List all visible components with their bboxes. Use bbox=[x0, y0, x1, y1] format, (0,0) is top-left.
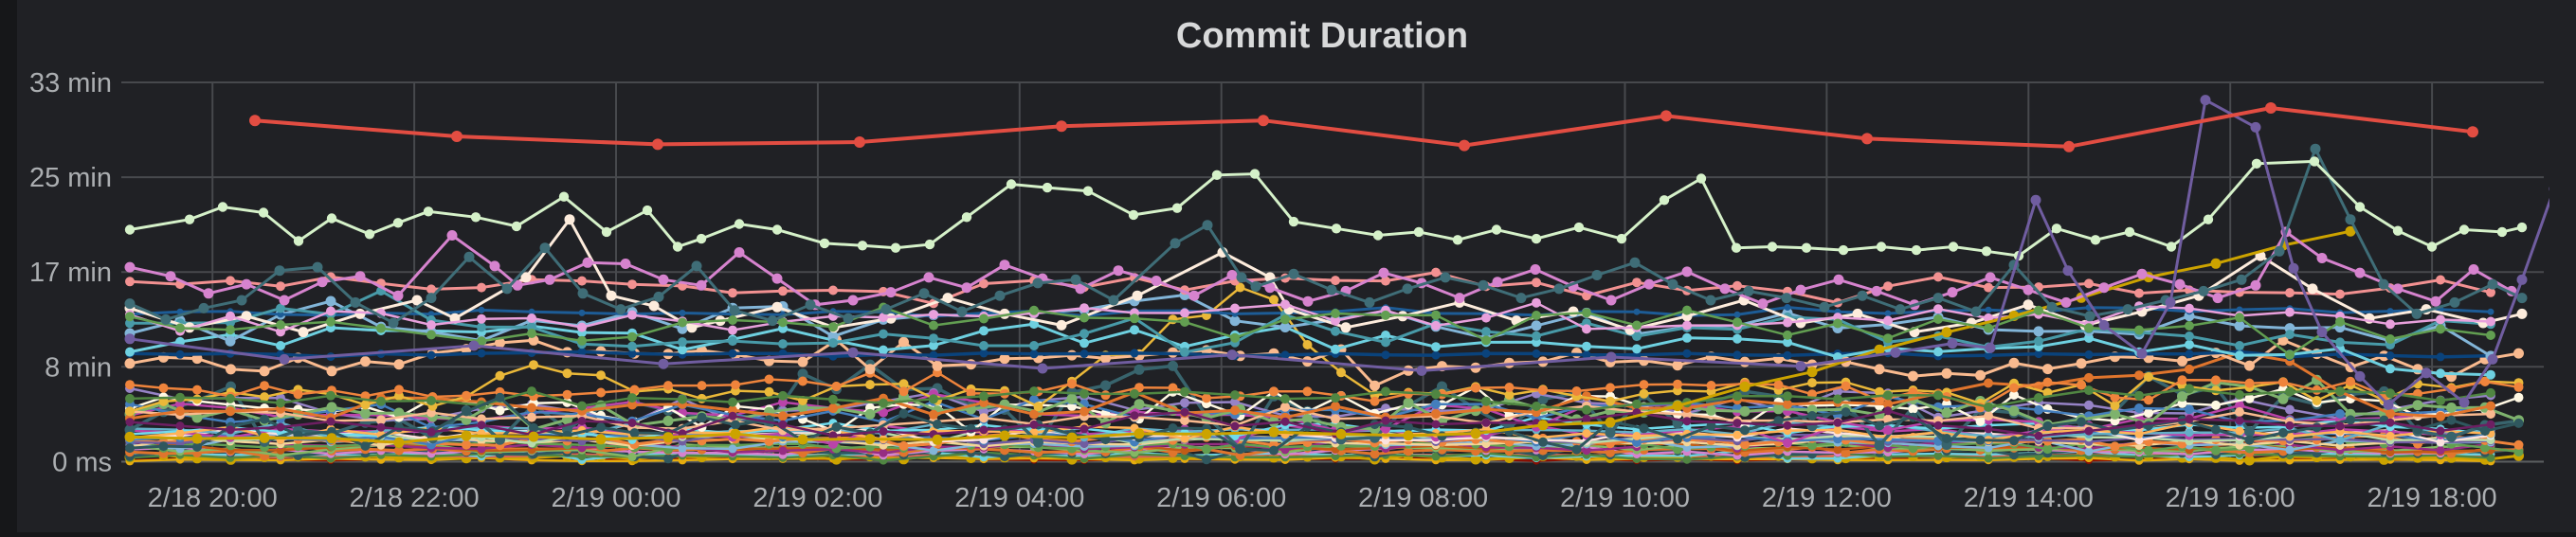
svg-text:2/19 10:00: 2/19 10:00 bbox=[1560, 483, 1690, 513]
svg-text:2/18 20:00: 2/18 20:00 bbox=[148, 483, 278, 513]
svg-text:25 min: 25 min bbox=[29, 163, 112, 193]
svg-text:2/19 16:00: 2/19 16:00 bbox=[2166, 483, 2295, 513]
svg-text:2/19 00:00: 2/19 00:00 bbox=[551, 483, 680, 513]
svg-text:2/19 14:00: 2/19 14:00 bbox=[1964, 483, 2094, 513]
svg-text:33 min: 33 min bbox=[29, 68, 112, 98]
svg-text:0 ms: 0 ms bbox=[52, 448, 112, 478]
svg-text:2/19 18:00: 2/19 18:00 bbox=[2367, 483, 2497, 513]
svg-text:2/19 12:00: 2/19 12:00 bbox=[1762, 483, 1892, 513]
svg-text:Commit Duration: Commit Duration bbox=[1176, 16, 1468, 56]
svg-text:2/19 02:00: 2/19 02:00 bbox=[753, 483, 882, 513]
svg-text:2/18 22:00: 2/18 22:00 bbox=[350, 483, 480, 513]
svg-text:8 min: 8 min bbox=[45, 352, 112, 383]
svg-text:2/19 04:00: 2/19 04:00 bbox=[954, 483, 1084, 513]
svg-text:2/19 06:00: 2/19 06:00 bbox=[1156, 483, 1286, 513]
svg-text:17 min: 17 min bbox=[29, 258, 112, 288]
svg-text:2/19 08:00: 2/19 08:00 bbox=[1358, 483, 1488, 513]
